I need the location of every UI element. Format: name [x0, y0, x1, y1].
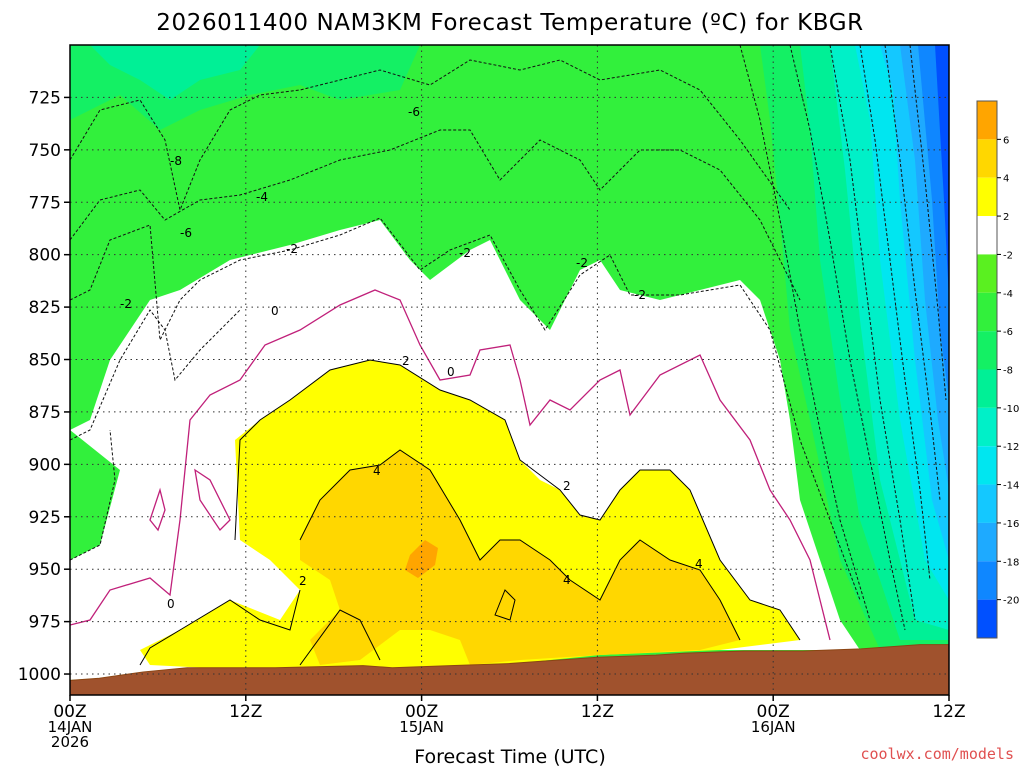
colorbar-swatch [977, 522, 997, 562]
colorbar-label: 4 [1003, 174, 1009, 185]
colorbar-swatch [977, 446, 997, 485]
gridlines [70, 45, 949, 695]
colorbar-label: 2 [1003, 212, 1009, 223]
contour-label: 0 [167, 597, 175, 611]
x-axis-title: Forecast Time (UTC) [414, 746, 605, 768]
colorbar-label: -14 [1003, 481, 1019, 492]
contour-label: 4 [563, 573, 571, 587]
colorbar-label: -8 [1003, 366, 1013, 377]
colorbar-swatch [977, 599, 997, 638]
colorbar-label: -20 [1003, 596, 1019, 607]
y-tick-label: 850 [29, 351, 61, 371]
colorbar-swatch [977, 292, 997, 332]
y-tick-label: 825 [29, 298, 61, 318]
y-axis: 725 750 775 800 825 850 875 900 925 950 975 1000 [18, 88, 70, 685]
contour-labels: -6 -8 -4 -6 -2 -2 -2 -2 -2 0 2 0 4 2 2 4… [120, 105, 703, 611]
y-tick-label: 925 [29, 508, 61, 528]
colorbar-label: -16 [1003, 519, 1019, 530]
y-tick-label: 875 [29, 403, 61, 423]
contour-label: -2 [120, 297, 132, 311]
y-tick-label: 1000 [18, 665, 61, 685]
colorbar-swatch [977, 254, 997, 293]
x-tick-label: 00Z [405, 702, 438, 722]
colorbar-swatch [977, 177, 997, 217]
contour-label: -2 [459, 246, 471, 260]
colorbar-label: -4 [1003, 289, 1013, 300]
warm-core-6 [405, 540, 438, 578]
x-tick-label: 00Z [757, 702, 790, 722]
y-tick-label: 950 [29, 560, 61, 580]
colorbar-label: -2 [1003, 250, 1013, 261]
contour-label: -2 [576, 256, 588, 270]
y-tick-label: 725 [29, 88, 61, 108]
colorbar-swatch [977, 139, 997, 178]
positive-contours [139, 359, 801, 666]
x-tick-label: 12Z [581, 702, 614, 722]
colorbar-swatch [977, 369, 997, 408]
contour-label: -2 [286, 242, 298, 256]
y-tick-label: 775 [29, 193, 61, 213]
colorbar-label: -10 [1003, 404, 1019, 415]
colorbar: 6 4 2 -2 -4 -6 -8 -10 -12 -14 -16 -18 -20 [976, 100, 1019, 639]
x-tick-label: 16JAN [751, 718, 796, 736]
contour-label: -6 [180, 226, 192, 240]
warm-region-4 [300, 450, 740, 665]
contour-label: 4 [695, 557, 703, 571]
colorbar-swatch [977, 407, 997, 447]
terrain-surface [70, 644, 949, 695]
colorbar-label: -12 [1003, 442, 1019, 453]
credit-text: coolwx.com/models [860, 745, 1014, 763]
contour-label: 2 [299, 574, 307, 588]
x-tick-label: 00Z [53, 702, 86, 722]
contour-label: 0 [271, 304, 279, 318]
cold-band-minus-20 [935, 45, 949, 300]
y-tick-label: 800 [29, 246, 61, 266]
x-tick-label: 12Z [932, 702, 965, 722]
contour-label: 2 [402, 354, 410, 368]
y-tick-label: 900 [29, 455, 61, 475]
x-tick-label: 14JAN [48, 718, 93, 736]
y-tick-label: 750 [29, 141, 61, 161]
contour-label: 0 [447, 365, 455, 379]
colorbar-swatch [977, 216, 997, 255]
colorbar-swatch [977, 561, 997, 600]
colorbar-swatch [977, 101, 997, 140]
x-tick-label: 15JAN [399, 718, 444, 736]
colorbar-label: -6 [1003, 327, 1013, 338]
x-tick-label: 2026 [51, 733, 89, 751]
colorbar-swatch [977, 484, 997, 523]
colorbar-label: 6 [1003, 135, 1009, 146]
cold-region-minus-8 [90, 45, 260, 100]
negative-contours [70, 45, 947, 631]
x-tick-label: 12Z [229, 702, 262, 722]
plot-frame [69, 44, 950, 696]
contour-label: -2 [634, 288, 646, 302]
chart-title: 2026011400 NAM3KM Forecast Temperature (… [156, 10, 864, 36]
freezing-contour [70, 289, 831, 641]
y-tick-label: 975 [29, 613, 61, 633]
colorbar-swatch [977, 331, 997, 370]
contour-label: -4 [256, 190, 268, 204]
contour-label: 4 [373, 464, 381, 478]
contour-label: -8 [170, 154, 182, 168]
contour-label: 2 [563, 479, 571, 493]
plot-area [70, 45, 949, 695]
colorbar-label: -18 [1003, 557, 1019, 568]
contour-label: -6 [408, 105, 420, 119]
